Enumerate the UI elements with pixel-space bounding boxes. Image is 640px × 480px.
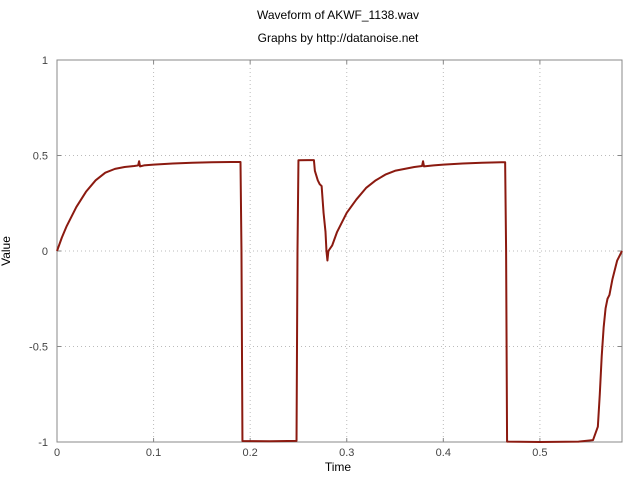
x-tick-label: 0.3: [339, 447, 354, 459]
tick-layer: 0 0.1 0.2 0.3 0.4 0.5 -1 -0.5 0 0.5 1: [29, 55, 622, 459]
x-tick-label: 0: [54, 447, 60, 459]
y-tick-label: 1: [42, 55, 48, 67]
x-tick-label: 0.5: [532, 447, 547, 459]
series-layer: [56, 159, 623, 443]
x-tick-label: 0.1: [146, 447, 161, 459]
chart-subtitle: Graphs by http://datanoise.net: [258, 31, 419, 45]
x-axis-label: Time: [325, 460, 352, 474]
y-tick-label: 0.5: [33, 151, 48, 163]
series-line: [56, 159, 623, 443]
y-tick-label: -1: [38, 437, 48, 449]
y-axis-label: Value: [0, 236, 13, 266]
x-tick-label: 0.4: [436, 447, 451, 459]
x-tick-label: 0.2: [243, 447, 258, 459]
y-tick-label: 0: [42, 246, 48, 258]
y-tick-label: -0.5: [29, 342, 48, 354]
grid-layer: [57, 59, 622, 442]
chart-title: Waveform of AKWF_1138.wav: [257, 8, 419, 22]
